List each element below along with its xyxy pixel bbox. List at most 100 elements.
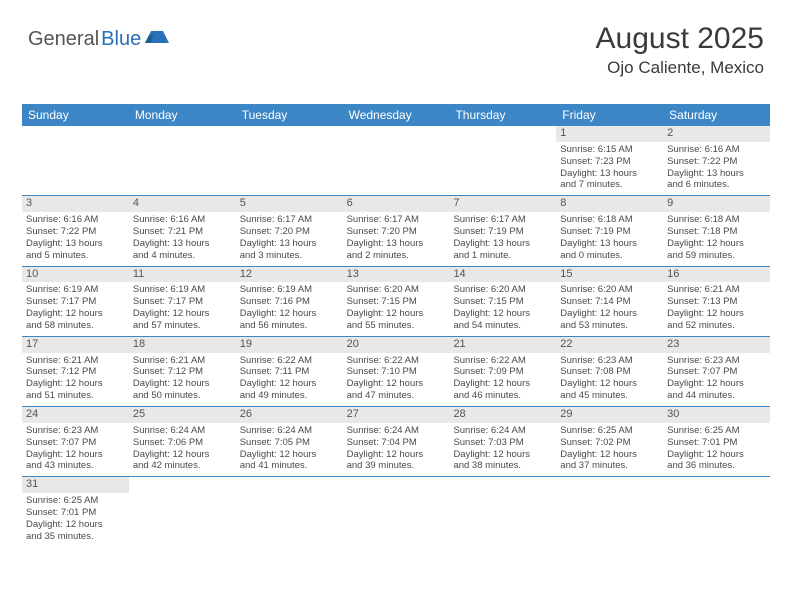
daylight-text: Daylight: 13 hours xyxy=(560,168,659,180)
sunrise-text: Sunrise: 6:20 AM xyxy=(453,284,552,296)
calendar-cell: 23Sunrise: 6:23 AMSunset: 7:07 PMDayligh… xyxy=(663,337,770,406)
day-headers-row: Sunday Monday Tuesday Wednesday Thursday… xyxy=(22,104,770,126)
daylight-text: and 56 minutes. xyxy=(240,320,339,332)
daylight-text: and 4 minutes. xyxy=(133,250,232,262)
daylight-text: and 53 minutes. xyxy=(560,320,659,332)
sunset-text: Sunset: 7:15 PM xyxy=(347,296,446,308)
day-number: 31 xyxy=(22,477,129,493)
daylight-text: Daylight: 13 hours xyxy=(133,238,232,250)
logo-flag-icon xyxy=(145,26,169,49)
day-number: 17 xyxy=(22,337,129,353)
daylight-text: and 0 minutes. xyxy=(560,250,659,262)
day-number: 8 xyxy=(556,196,663,212)
daylight-text: Daylight: 12 hours xyxy=(560,449,659,461)
calendar-cell xyxy=(663,477,770,546)
daylight-text: and 45 minutes. xyxy=(560,390,659,402)
month-title: August 2025 xyxy=(596,22,764,56)
calendar-cell: 12Sunrise: 6:19 AMSunset: 7:16 PMDayligh… xyxy=(236,267,343,336)
day-header: Thursday xyxy=(449,104,556,126)
calendar-cell: 19Sunrise: 6:22 AMSunset: 7:11 PMDayligh… xyxy=(236,337,343,406)
sunset-text: Sunset: 7:19 PM xyxy=(453,226,552,238)
sunset-text: Sunset: 7:12 PM xyxy=(133,366,232,378)
sunset-text: Sunset: 7:17 PM xyxy=(133,296,232,308)
sunrise-text: Sunrise: 6:22 AM xyxy=(453,355,552,367)
calendar-cell: 5Sunrise: 6:17 AMSunset: 7:20 PMDaylight… xyxy=(236,196,343,265)
sunrise-text: Sunrise: 6:17 AM xyxy=(347,214,446,226)
sunset-text: Sunset: 7:05 PM xyxy=(240,437,339,449)
sunrise-text: Sunrise: 6:22 AM xyxy=(347,355,446,367)
sunrise-text: Sunrise: 6:20 AM xyxy=(347,284,446,296)
daylight-text: Daylight: 13 hours xyxy=(560,238,659,250)
daylight-text: and 36 minutes. xyxy=(667,460,766,472)
daylight-text: and 58 minutes. xyxy=(26,320,125,332)
calendar-cell xyxy=(22,126,129,195)
day-header: Monday xyxy=(129,104,236,126)
sunrise-text: Sunrise: 6:20 AM xyxy=(560,284,659,296)
daylight-text: Daylight: 12 hours xyxy=(667,308,766,320)
daylight-text: Daylight: 12 hours xyxy=(133,308,232,320)
calendar-cell: 3Sunrise: 6:16 AMSunset: 7:22 PMDaylight… xyxy=(22,196,129,265)
sunset-text: Sunset: 7:01 PM xyxy=(26,507,125,519)
calendar-cell xyxy=(236,126,343,195)
daylight-text: and 6 minutes. xyxy=(667,179,766,191)
calendar-cell: 18Sunrise: 6:21 AMSunset: 7:12 PMDayligh… xyxy=(129,337,236,406)
daylight-text: Daylight: 13 hours xyxy=(667,168,766,180)
sunrise-text: Sunrise: 6:19 AM xyxy=(133,284,232,296)
sunrise-text: Sunrise: 6:16 AM xyxy=(667,144,766,156)
day-number: 12 xyxy=(236,267,343,283)
calendar-cell xyxy=(129,477,236,546)
sunset-text: Sunset: 7:06 PM xyxy=(133,437,232,449)
sunrise-text: Sunrise: 6:24 AM xyxy=(453,425,552,437)
calendar-cell: 9Sunrise: 6:18 AMSunset: 7:18 PMDaylight… xyxy=(663,196,770,265)
day-number: 21 xyxy=(449,337,556,353)
sunrise-text: Sunrise: 6:16 AM xyxy=(133,214,232,226)
day-number: 28 xyxy=(449,407,556,423)
sunset-text: Sunset: 7:09 PM xyxy=(453,366,552,378)
sunset-text: Sunset: 7:13 PM xyxy=(667,296,766,308)
calendar-cell: 24Sunrise: 6:23 AMSunset: 7:07 PMDayligh… xyxy=(22,407,129,476)
calendar-cell: 29Sunrise: 6:25 AMSunset: 7:02 PMDayligh… xyxy=(556,407,663,476)
daylight-text: Daylight: 12 hours xyxy=(240,308,339,320)
daylight-text: and 42 minutes. xyxy=(133,460,232,472)
day-number: 13 xyxy=(343,267,450,283)
calendar-cell: 13Sunrise: 6:20 AMSunset: 7:15 PMDayligh… xyxy=(343,267,450,336)
calendar-cell: 31Sunrise: 6:25 AMSunset: 7:01 PMDayligh… xyxy=(22,477,129,546)
sunset-text: Sunset: 7:01 PM xyxy=(667,437,766,449)
sunrise-text: Sunrise: 6:15 AM xyxy=(560,144,659,156)
day-number: 2 xyxy=(663,126,770,142)
location-subtitle: Ojo Caliente, Mexico xyxy=(596,58,764,78)
sunset-text: Sunset: 7:20 PM xyxy=(347,226,446,238)
sunset-text: Sunset: 7:23 PM xyxy=(560,156,659,168)
sunset-text: Sunset: 7:22 PM xyxy=(26,226,125,238)
sunrise-text: Sunrise: 6:22 AM xyxy=(240,355,339,367)
calendar-cell: 16Sunrise: 6:21 AMSunset: 7:13 PMDayligh… xyxy=(663,267,770,336)
daylight-text: and 57 minutes. xyxy=(133,320,232,332)
sunrise-text: Sunrise: 6:25 AM xyxy=(560,425,659,437)
sunrise-text: Sunrise: 6:21 AM xyxy=(26,355,125,367)
calendar-cell: 10Sunrise: 6:19 AMSunset: 7:17 PMDayligh… xyxy=(22,267,129,336)
sunset-text: Sunset: 7:10 PM xyxy=(347,366,446,378)
daylight-text: and 2 minutes. xyxy=(347,250,446,262)
sunset-text: Sunset: 7:02 PM xyxy=(560,437,659,449)
daylight-text: Daylight: 12 hours xyxy=(26,308,125,320)
day-number: 5 xyxy=(236,196,343,212)
daylight-text: and 35 minutes. xyxy=(26,531,125,543)
daylight-text: and 7 minutes. xyxy=(560,179,659,191)
daylight-text: Daylight: 12 hours xyxy=(347,308,446,320)
sunset-text: Sunset: 7:07 PM xyxy=(26,437,125,449)
day-number: 6 xyxy=(343,196,450,212)
daylight-text: Daylight: 13 hours xyxy=(26,238,125,250)
sunset-text: Sunset: 7:20 PM xyxy=(240,226,339,238)
daylight-text: Daylight: 12 hours xyxy=(453,308,552,320)
day-header: Friday xyxy=(556,104,663,126)
calendar-cell xyxy=(556,477,663,546)
weeks-container: 1Sunrise: 6:15 AMSunset: 7:23 PMDaylight… xyxy=(22,126,770,547)
daylight-text: and 46 minutes. xyxy=(453,390,552,402)
day-number: 26 xyxy=(236,407,343,423)
week-row: 1Sunrise: 6:15 AMSunset: 7:23 PMDaylight… xyxy=(22,126,770,196)
sunset-text: Sunset: 7:07 PM xyxy=(667,366,766,378)
calendar-cell: 20Sunrise: 6:22 AMSunset: 7:10 PMDayligh… xyxy=(343,337,450,406)
calendar-cell: 28Sunrise: 6:24 AMSunset: 7:03 PMDayligh… xyxy=(449,407,556,476)
sunrise-text: Sunrise: 6:18 AM xyxy=(560,214,659,226)
day-number: 3 xyxy=(22,196,129,212)
